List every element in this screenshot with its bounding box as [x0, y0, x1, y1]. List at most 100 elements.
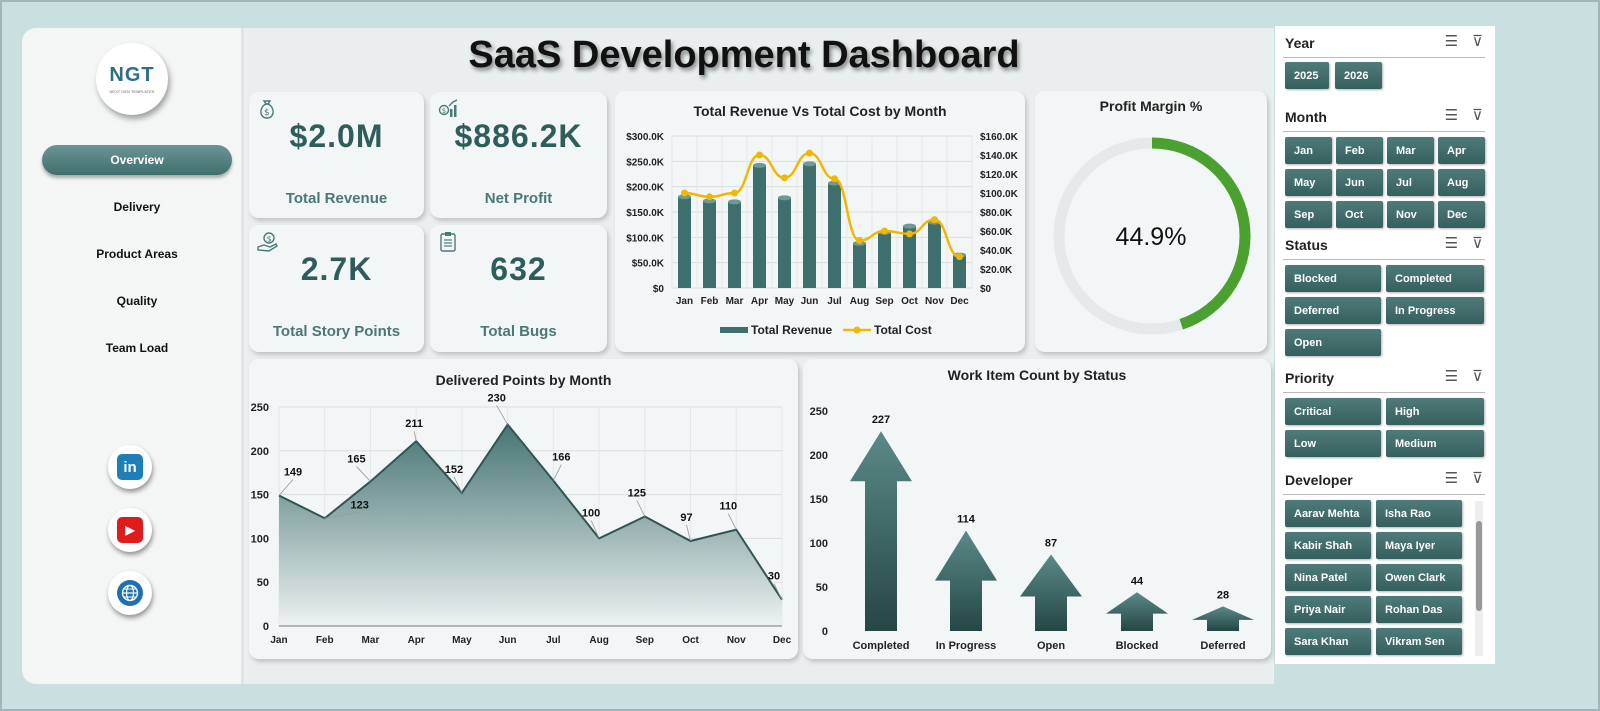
month-mar[interactable]: Mar	[1387, 137, 1434, 164]
divider	[1283, 131, 1485, 132]
nav-overview[interactable]: Overview	[42, 145, 232, 175]
month-feb[interactable]: Feb	[1336, 137, 1383, 164]
developer-priya-nair[interactable]: Priya Nair	[1285, 596, 1371, 623]
priority-high[interactable]: High	[1386, 398, 1484, 425]
status-open[interactable]: Open	[1285, 329, 1381, 356]
data-label: 110	[719, 501, 737, 513]
x-tick: Jul	[827, 296, 842, 307]
kpi-card-bugs: 632 Total Bugs	[430, 225, 607, 352]
multi-select-icon[interactable]: ☰	[1444, 235, 1459, 252]
status-deferred[interactable]: Deferred	[1285, 297, 1381, 324]
nav-product-areas[interactable]: Product Areas	[96, 247, 178, 261]
linkedin-button[interactable]: in	[108, 445, 152, 489]
developer-rohan-das[interactable]: Rohan Das	[1376, 596, 1462, 623]
x-tick: May	[452, 635, 472, 646]
revenue-bar	[903, 226, 916, 288]
month-nov[interactable]: Nov	[1387, 201, 1434, 228]
profit-margin-title: Profit Margin %	[1099, 98, 1203, 114]
developer-aarav-mehta[interactable]: Aarav Mehta	[1285, 500, 1371, 527]
month-jun[interactable]: Jun	[1336, 169, 1383, 196]
work-item-chart-card: Work Item Count by Status 0 50 100 150 200 25…	[803, 359, 1271, 659]
status-arrow	[850, 431, 912, 631]
revenue-bar	[828, 183, 841, 288]
data-label: 87	[1045, 537, 1057, 549]
data-label-leader	[324, 511, 360, 519]
developer-kabir-shah[interactable]: Kabir Shah	[1285, 532, 1371, 559]
slicer-developer-title: Developer	[1285, 472, 1353, 488]
clear-filter-icon[interactable]: ⊽	[1472, 368, 1483, 385]
priority-medium[interactable]: Medium	[1386, 430, 1484, 457]
youtube-button[interactable]: ▶	[108, 508, 152, 552]
x-tick: Sep	[636, 635, 654, 646]
donut-value-arc	[1151, 137, 1251, 330]
month-sep[interactable]: Sep	[1285, 201, 1332, 228]
year-2025[interactable]: 2025	[1285, 62, 1329, 89]
x-tick: Feb	[316, 635, 334, 646]
month-aug[interactable]: Aug	[1438, 169, 1485, 196]
y-right-tick: $160.0K	[980, 132, 1019, 143]
developer-vikram-sen[interactable]: Vikram Sen	[1376, 628, 1462, 655]
website-button[interactable]	[108, 571, 152, 615]
y-left-tick: $50.0K	[632, 259, 665, 270]
x-tick: Jun	[801, 296, 819, 307]
data-label: 227	[872, 414, 890, 426]
slicer-month-controls: ☰ ⊽	[1445, 106, 1483, 124]
y-right-tick: $140.0K	[980, 151, 1019, 162]
kpi-card-profit: $ $886.2K Net Profit	[430, 92, 607, 218]
nav-quality[interactable]: Quality	[116, 294, 158, 308]
nav-delivery[interactable]: Delivery	[113, 200, 161, 214]
month-may[interactable]: May	[1285, 169, 1332, 196]
status-completed[interactable]: Completed	[1386, 265, 1484, 292]
developer-nina-patel[interactable]: Nina Patel	[1285, 564, 1371, 591]
status-in-progress[interactable]: In Progress	[1386, 297, 1484, 324]
x-tick: Apr	[408, 635, 425, 646]
y-left-tick: $100.0K	[626, 233, 665, 244]
month-oct[interactable]: Oct	[1336, 201, 1383, 228]
developer-owen-clark[interactable]: Owen Clark	[1376, 564, 1462, 591]
clear-filter-icon[interactable]: ⊽	[1472, 107, 1483, 124]
multi-select-icon[interactable]: ☰	[1444, 368, 1459, 385]
multi-select-icon[interactable]: ☰	[1444, 107, 1459, 124]
developer-sara-khan[interactable]: Sara Khan	[1285, 628, 1371, 655]
year-2026[interactable]: 2026	[1335, 62, 1382, 89]
developer-scrollbar[interactable]	[1475, 501, 1483, 656]
profit-margin-donut	[1053, 137, 1251, 335]
revenue-bar	[678, 196, 691, 288]
scrollbar-thumb[interactable]	[1476, 521, 1482, 611]
y-tick: 50	[257, 577, 269, 589]
x-tick: Jan	[270, 635, 287, 646]
priority-low[interactable]: Low	[1285, 430, 1381, 457]
month-apr[interactable]: Apr	[1438, 137, 1485, 164]
cost-point	[856, 237, 863, 244]
x-tick: Feb	[701, 296, 719, 307]
month-jan[interactable]: Jan	[1285, 137, 1332, 164]
developer-isha-rao[interactable]: Isha Rao	[1376, 500, 1462, 527]
month-dec[interactable]: Dec	[1438, 201, 1485, 228]
page-title: SaaS Development Dashboard	[468, 34, 1020, 76]
clear-filter-icon[interactable]: ⊽	[1472, 470, 1483, 487]
multi-select-icon[interactable]: ☰	[1444, 33, 1459, 50]
work-item-chart-title: Work Item Count by Status	[947, 367, 1127, 383]
data-label-leader	[453, 476, 463, 494]
developer-maya-iyer[interactable]: Maya Iyer	[1376, 532, 1462, 559]
month-jul[interactable]: Jul	[1387, 169, 1434, 196]
cost-point	[931, 216, 938, 224]
y-right-tick: $40.0K	[980, 246, 1013, 257]
status-blocked[interactable]: Blocked	[1285, 265, 1381, 292]
cost-point	[781, 174, 788, 182]
multi-select-icon[interactable]: ☰	[1444, 470, 1459, 487]
clear-filter-icon[interactable]: ⊽	[1472, 235, 1483, 252]
x-tick: Blocked	[1116, 640, 1159, 652]
priority-critical[interactable]: Critical	[1285, 398, 1381, 425]
revenue-cost-chart-title: Total Revenue Vs Total Cost by Month	[693, 103, 947, 119]
nav-team-load[interactable]: Team Load	[105, 341, 169, 355]
y-tick: 200	[810, 450, 828, 462]
data-label: 165	[347, 453, 365, 465]
revenue-bar	[778, 197, 791, 288]
revenue-bar-cap	[753, 162, 766, 168]
clear-filter-icon[interactable]: ⊽	[1472, 33, 1483, 50]
x-tick: In Progress	[936, 640, 997, 652]
data-label-leader	[773, 583, 783, 600]
y-tick: 100	[810, 538, 828, 550]
profit-margin-card: Profit Margin % 44.9%	[1035, 91, 1267, 352]
